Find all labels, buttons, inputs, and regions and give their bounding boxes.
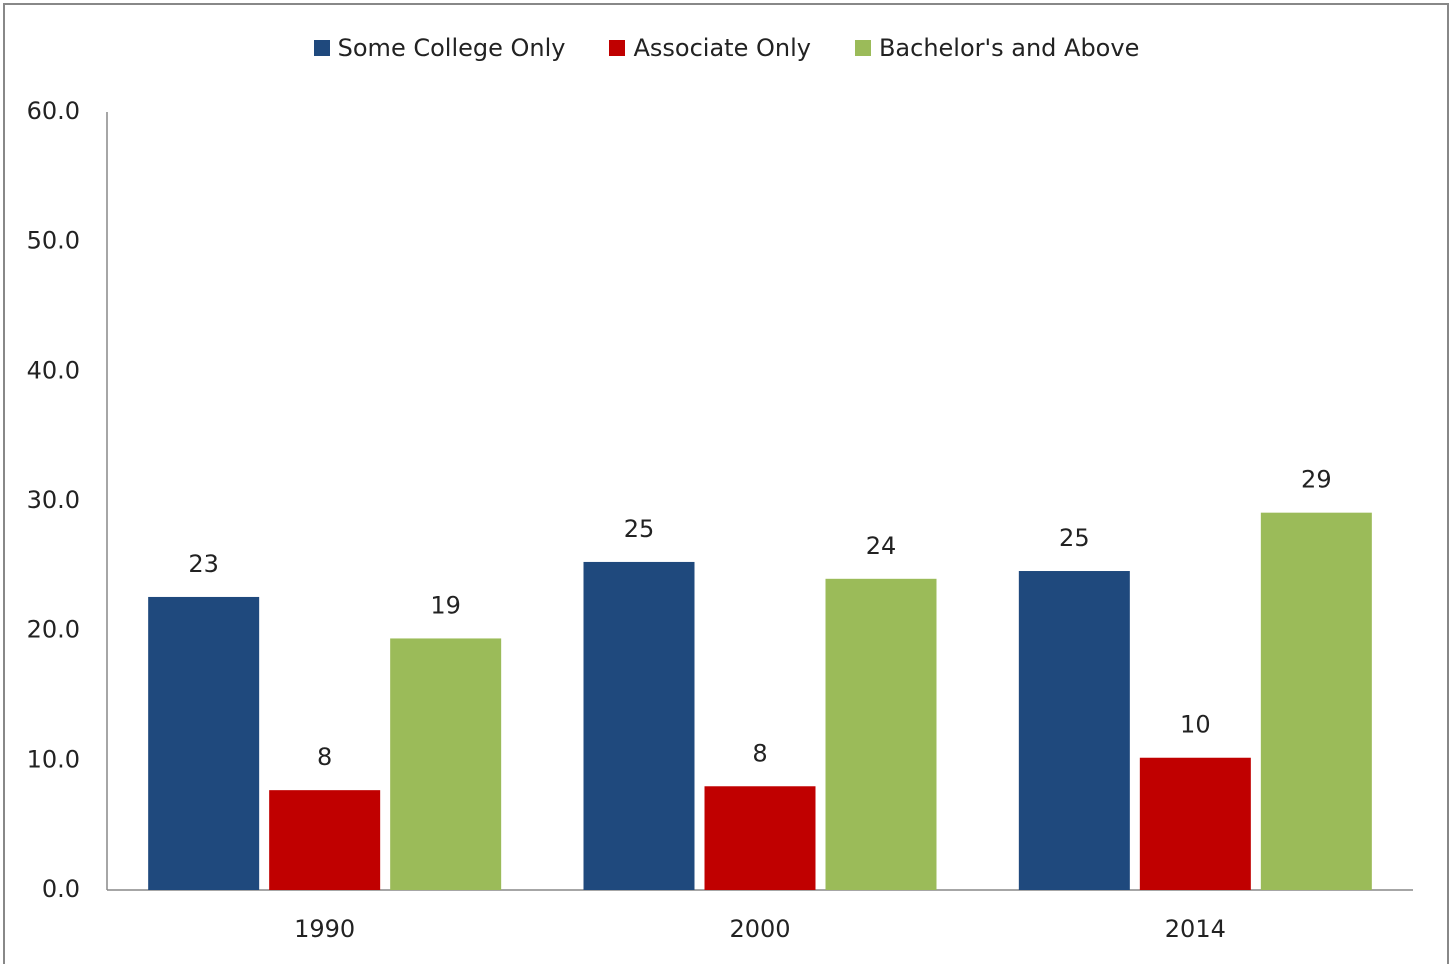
bar — [1139, 757, 1251, 890]
bar — [825, 578, 937, 890]
y-tick-label: 30.0 — [27, 486, 80, 514]
data-label: 8 — [317, 743, 332, 771]
data-label: 19 — [430, 591, 461, 619]
legend-label: Bachelor's and Above — [878, 34, 1140, 62]
data-label: 23 — [188, 550, 219, 578]
legend-item: Some College Only — [313, 34, 566, 62]
data-label: 29 — [1301, 466, 1332, 494]
legend-item: Associate Only — [609, 34, 811, 62]
legend-item: Bachelor's and Above — [854, 34, 1140, 62]
bar — [148, 596, 260, 890]
x-tick-label: 2000 — [729, 915, 790, 943]
legend: Some College Only Associate Only Bachelor'… — [0, 34, 1453, 62]
data-label: 24 — [866, 532, 897, 560]
bar — [704, 786, 816, 890]
data-label: 10 — [1180, 711, 1211, 739]
legend-label: Associate Only — [633, 34, 811, 62]
bar — [1018, 571, 1130, 890]
legend-swatch — [854, 40, 871, 56]
data-label: 8 — [752, 739, 767, 767]
legend-swatch — [609, 40, 626, 56]
y-tick-label: 0.0 — [42, 875, 80, 903]
bar — [269, 790, 381, 890]
y-tick-label: 20.0 — [27, 616, 80, 644]
y-tick-label: 60.0 — [27, 97, 80, 125]
data-label: 25 — [1059, 524, 1090, 552]
data-label: 25 — [624, 515, 655, 543]
y-tick-label: 40.0 — [27, 356, 80, 384]
chart-border — [3, 3, 1449, 964]
x-tick-label: 1990 — [294, 915, 355, 943]
y-tick-label: 10.0 — [27, 745, 80, 773]
bar — [1260, 512, 1372, 890]
legend-swatch — [313, 40, 330, 56]
legend-label: Some College Only — [337, 34, 566, 62]
bar — [390, 638, 502, 890]
y-tick-label: 50.0 — [27, 227, 80, 255]
bar — [583, 561, 695, 890]
x-tick-label: 2014 — [1165, 915, 1226, 943]
